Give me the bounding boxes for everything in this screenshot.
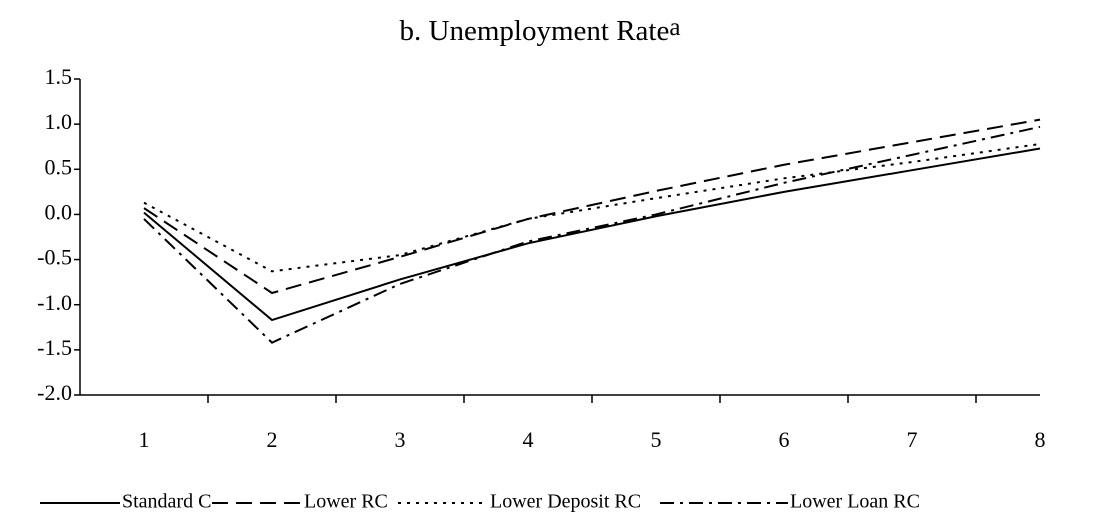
chart-title: b. Unemployment Ratea <box>400 14 681 47</box>
y-tick-label: 1.5 <box>45 64 73 89</box>
legend-label: Lower RC <box>304 491 388 513</box>
legend-label: Lower Deposit RC <box>490 491 641 513</box>
title-superscript: a <box>669 14 680 41</box>
x-tick-label: 6 <box>779 427 790 452</box>
x-tick-label: 7 <box>907 427 918 452</box>
x-tick-label: 3 <box>395 427 406 452</box>
x-tick-label: 5 <box>651 427 662 452</box>
series-line <box>143 147 1041 322</box>
y-tick-label: 1.0 <box>45 109 73 134</box>
x-tick-label: 8 <box>1035 427 1046 452</box>
y-tick-label: -2.0 <box>37 380 72 405</box>
series-line <box>143 143 1041 273</box>
legend-label: Standard C <box>122 491 211 513</box>
y-tick-label: 0.0 <box>45 199 73 224</box>
y-tick-label: -0.5 <box>37 245 72 270</box>
x-tick-label: 1 <box>139 427 150 452</box>
legend-label: Lower Loan RC <box>790 491 920 513</box>
y-tick-label: -1.0 <box>37 290 72 315</box>
title-text: b. Unemployment Rate <box>400 15 670 47</box>
x-tick-label: 4 <box>523 427 534 452</box>
y-tick-label: 0.5 <box>45 154 73 179</box>
series-line <box>143 118 1041 295</box>
x-tick-label: 2 <box>267 427 278 452</box>
y-tick-label: -1.5 <box>37 335 72 360</box>
series-line <box>143 125 1041 344</box>
